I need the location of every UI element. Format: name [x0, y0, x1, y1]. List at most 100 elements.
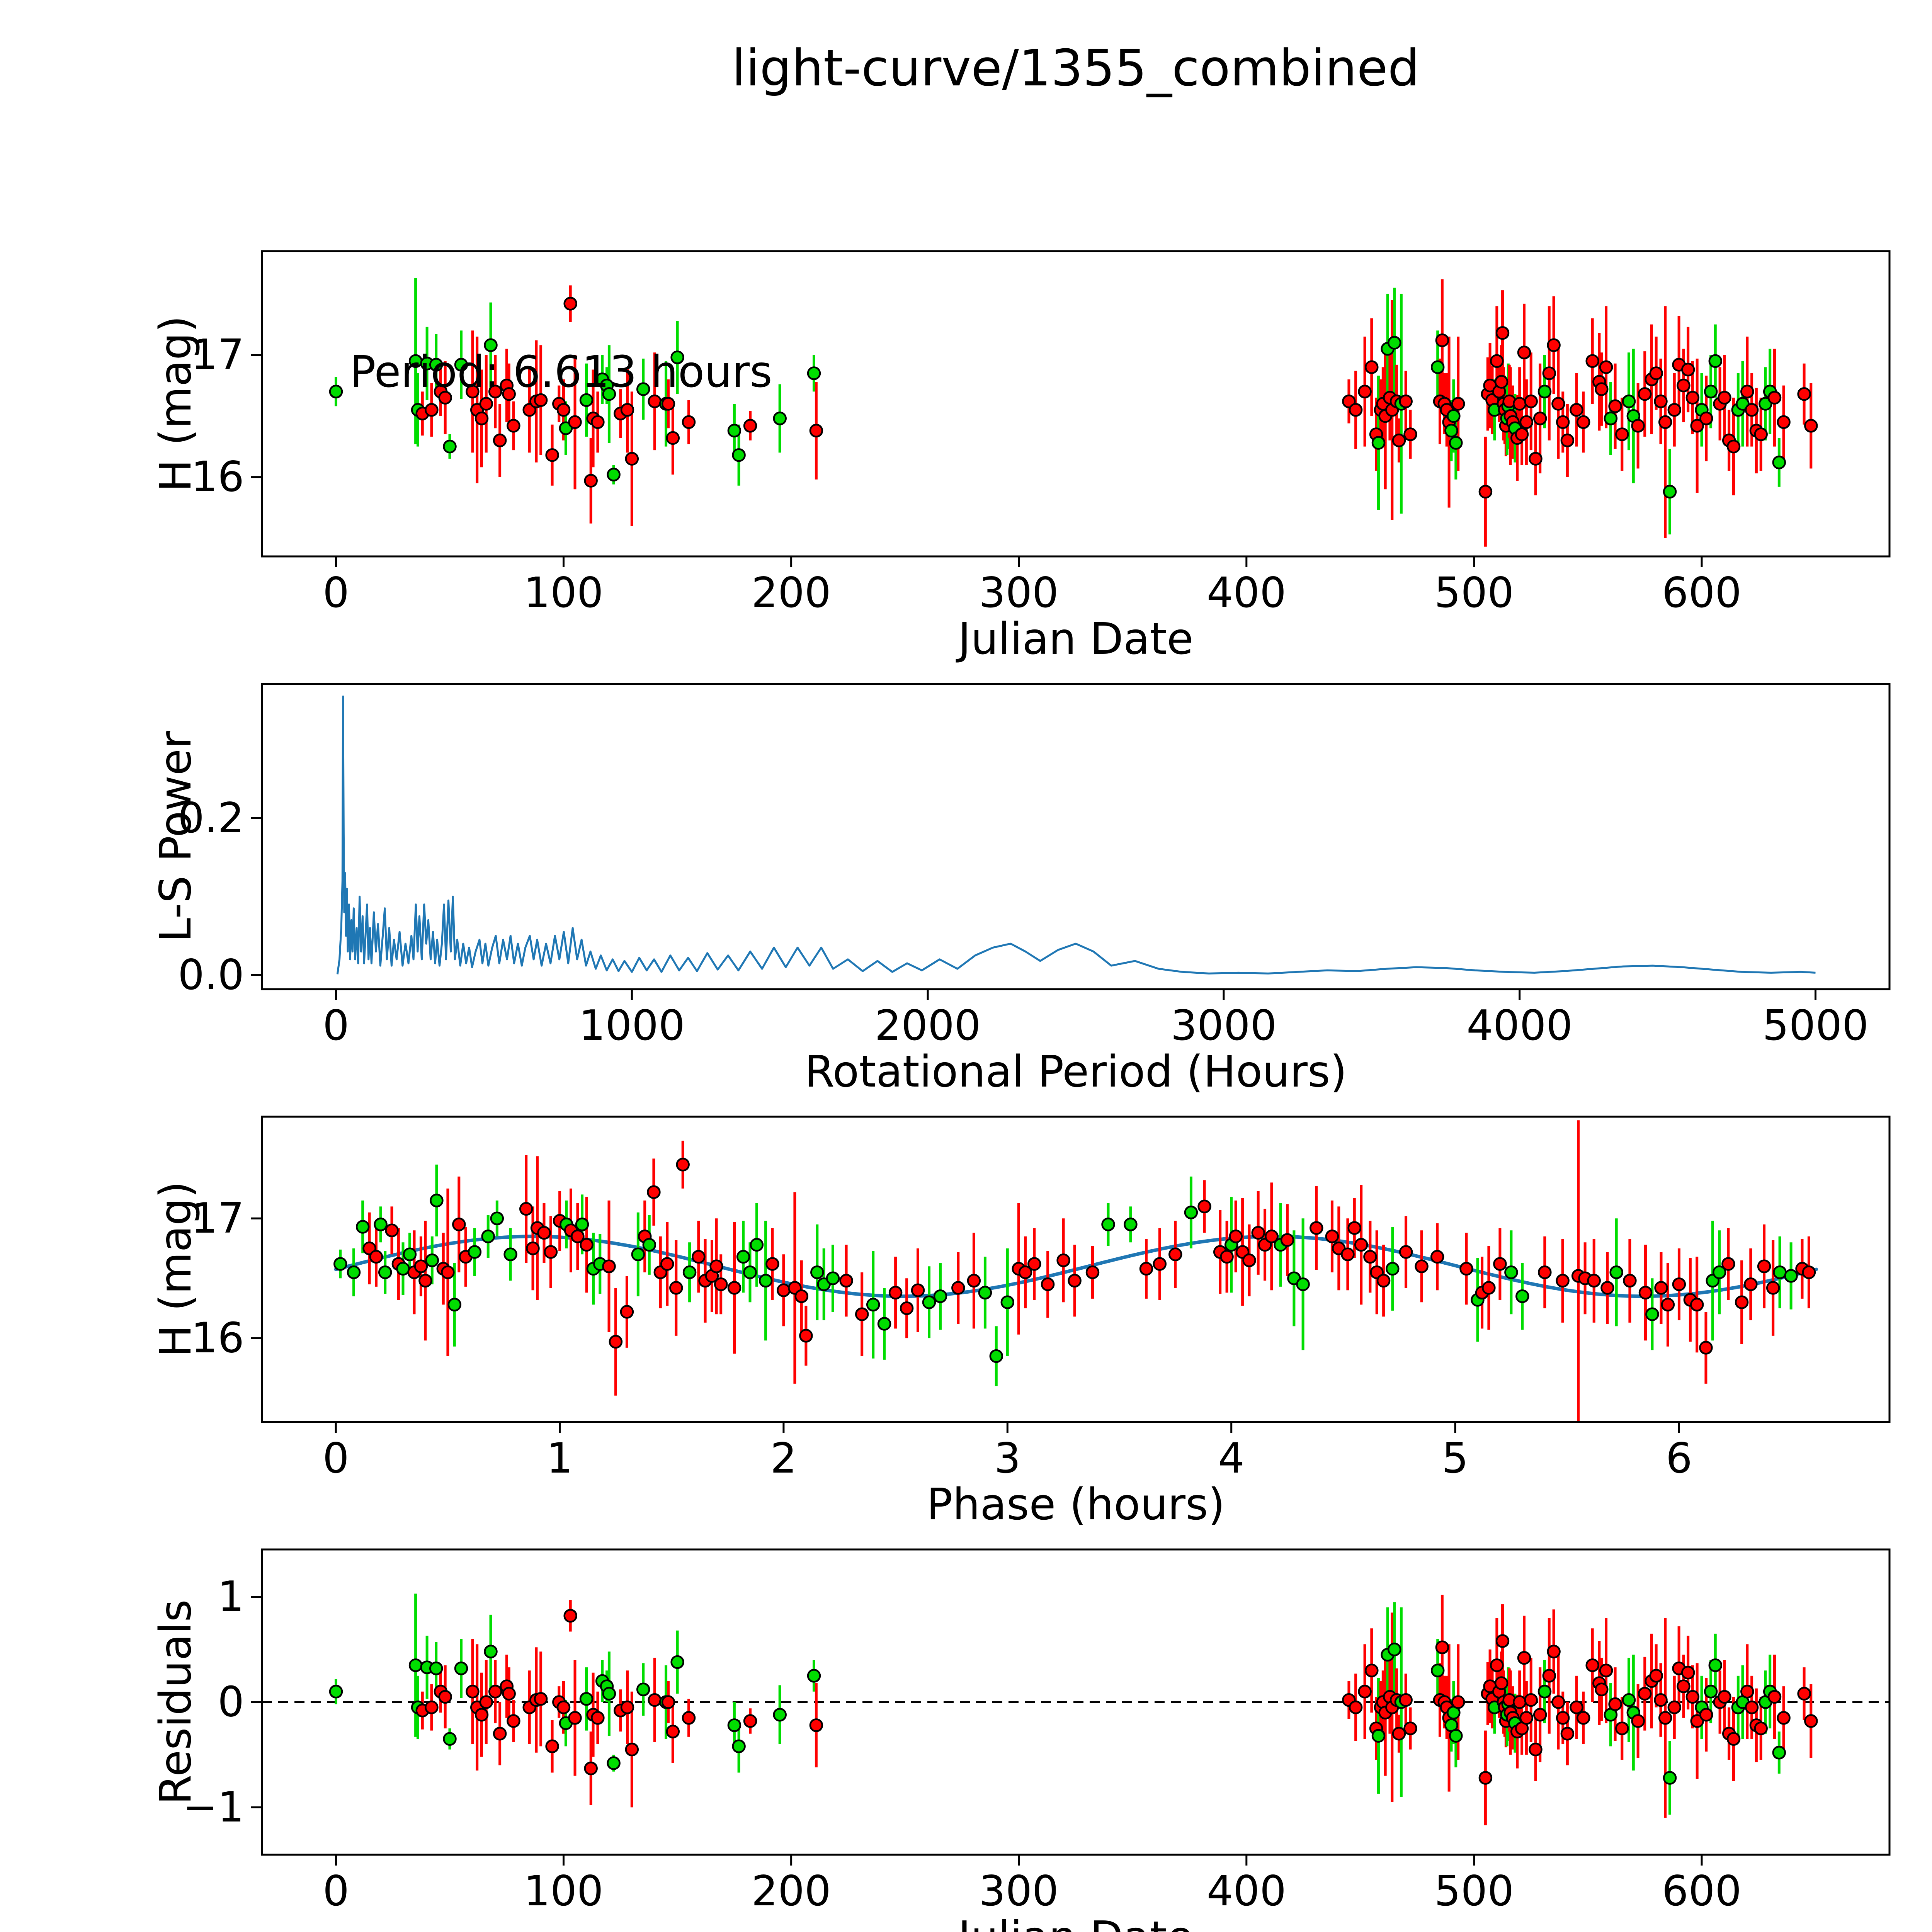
data-point [888, 1286, 903, 1300]
data-point [1435, 333, 1449, 347]
x-tick-label: 400 [1207, 569, 1286, 617]
data-point [1018, 1265, 1032, 1279]
data-point [1754, 1721, 1768, 1735]
data-point [647, 1185, 661, 1199]
data-point [1740, 384, 1754, 399]
data-point [1101, 1218, 1115, 1231]
data-point [1667, 1700, 1682, 1714]
data-point [329, 384, 343, 399]
data-point [1804, 1714, 1818, 1728]
data-point [1220, 1250, 1234, 1264]
data-point [1542, 366, 1556, 380]
data-point [1494, 375, 1509, 389]
data-point [1529, 1742, 1543, 1757]
data-point [1726, 1732, 1741, 1746]
y-tick-label: 17 [191, 331, 244, 379]
data-point [1685, 391, 1700, 405]
data-point [750, 1238, 764, 1252]
data-point [1519, 1711, 1534, 1725]
data-point [1736, 397, 1750, 411]
x-tick-label: 100 [524, 1867, 603, 1915]
data-point [1599, 360, 1613, 374]
data-point [1415, 1259, 1429, 1274]
data-point [1430, 360, 1445, 374]
data-point [1685, 1690, 1700, 1704]
data-point [484, 338, 498, 352]
data-point [1690, 419, 1704, 433]
data-point [714, 1277, 728, 1291]
data-point [1153, 1257, 1167, 1271]
data-point [1515, 1289, 1529, 1303]
data-point [329, 1685, 343, 1699]
data-point [1495, 1634, 1510, 1648]
data-point [620, 1700, 634, 1714]
x-tick-label: 200 [752, 1867, 831, 1915]
data-point [1663, 485, 1677, 499]
data-point [1585, 1658, 1599, 1672]
data-point [563, 297, 577, 311]
periodogram-panel: 0 1000 2000 3000 4000 5000 0.0 0.2 [178, 683, 1891, 1050]
data-point [900, 1301, 914, 1315]
x-tick-label: 200 [752, 569, 831, 617]
data-point [1519, 415, 1534, 429]
x-tick-label: 2 [770, 1434, 797, 1483]
data-point [682, 1265, 697, 1279]
data-point [580, 1238, 594, 1252]
data-point [1517, 1651, 1531, 1665]
data-point [978, 1286, 992, 1300]
x-tick-label: 6 [1666, 1434, 1692, 1483]
data-point [666, 431, 680, 445]
data-point [636, 382, 650, 396]
data-point [1371, 436, 1386, 450]
data-point [602, 387, 616, 401]
residuals-data-layer [262, 1594, 1889, 1825]
data-point [1556, 1711, 1570, 1725]
data-point [1654, 394, 1668, 408]
x-tick-label: 0 [323, 1867, 349, 1915]
data-point [438, 1690, 452, 1704]
data-point [1347, 1221, 1362, 1235]
data-point [1654, 1281, 1668, 1295]
data-point [1538, 1265, 1552, 1279]
x-tick-label: 4 [1218, 1434, 1245, 1483]
data-point [1622, 1693, 1636, 1707]
data-point [443, 1732, 457, 1746]
data-point [967, 1274, 981, 1288]
data-point [1392, 1726, 1406, 1741]
data-point [1638, 1286, 1653, 1300]
data-point [1556, 415, 1570, 429]
data-point [1533, 1708, 1547, 1722]
data-point [493, 434, 507, 447]
data-point [1663, 1771, 1677, 1785]
data-point [1524, 394, 1538, 408]
data-point [1542, 1669, 1556, 1683]
data-point [441, 1265, 455, 1279]
data-point [809, 1718, 823, 1732]
data-point [1371, 1729, 1386, 1743]
data-point [1677, 378, 1690, 393]
data-point [1556, 1274, 1570, 1288]
data-point [1699, 1341, 1713, 1355]
data-point [1265, 1230, 1279, 1243]
data-point [1399, 394, 1413, 408]
period-annotation: Period: 6.613 hours [350, 347, 772, 397]
panel-1-ylabel: H (mag) [151, 315, 201, 492]
data-point [1570, 403, 1583, 417]
y-tick-label: −1 [183, 1783, 244, 1832]
data-point [1777, 415, 1791, 429]
data-point [727, 1718, 742, 1732]
data-point [1600, 1281, 1614, 1295]
data-point [1631, 419, 1645, 433]
data-point [1772, 455, 1786, 469]
data-point [1645, 1307, 1659, 1321]
data-point [544, 1245, 558, 1259]
data-point [1587, 1274, 1601, 1288]
data-point [1504, 1265, 1518, 1279]
data-point [1000, 1295, 1015, 1309]
data-point [1576, 415, 1590, 429]
data-point [591, 415, 605, 429]
x-tick-label: 600 [1662, 1867, 1742, 1915]
x-tick-label: 0 [323, 569, 349, 617]
data-point [1718, 1690, 1731, 1704]
x-tick-label: 5 [1442, 1434, 1469, 1483]
